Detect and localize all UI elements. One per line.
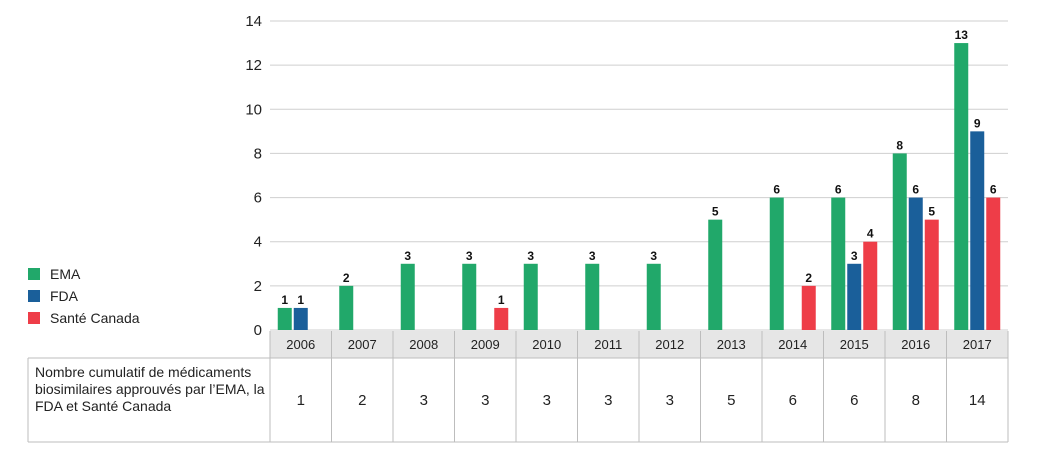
- x-tick-label: 2013: [717, 337, 746, 352]
- data-label: 3: [650, 249, 657, 263]
- bar-fda-2015: [847, 263, 862, 330]
- legend: EMA FDA Santé Canada: [28, 263, 140, 329]
- x-tick-label: 2012: [655, 337, 684, 352]
- data-label: 4: [867, 227, 874, 241]
- legend-label-ema: EMA: [50, 266, 81, 282]
- bar-ema-2015: [831, 197, 846, 330]
- cumulative-value-2014: 6: [788, 391, 797, 409]
- x-tick-label: 2009: [471, 337, 500, 352]
- y-tick-label: 0: [254, 322, 262, 339]
- data-label: 3: [589, 249, 596, 263]
- bar-ema-2011: [585, 263, 600, 330]
- cumulative-value-2016: 8: [911, 391, 920, 409]
- grid: [270, 20, 1008, 331]
- y-tick-label: 14: [245, 13, 262, 30]
- bar-sant-canada-2009: [494, 307, 509, 330]
- legend-item-sante-canada: Santé Canada: [28, 307, 140, 329]
- cumulative-value-2015: 6: [850, 391, 859, 409]
- legend-item-ema: EMA: [28, 263, 140, 285]
- bars: [277, 43, 1001, 330]
- x-tick-label: 2011: [594, 337, 622, 352]
- bar-ema-2008: [400, 263, 415, 330]
- y-tick-label: 10: [245, 101, 262, 118]
- data-label: 1: [281, 293, 288, 307]
- cumulative-value-2009: 3: [481, 391, 490, 409]
- data-label: 1: [297, 293, 304, 307]
- bar-ema-2012: [646, 263, 661, 330]
- legend-label-fda: FDA: [50, 288, 78, 304]
- legend-swatch-sante-canada: [28, 312, 40, 324]
- y-tick-label: 12: [245, 57, 262, 74]
- cumulative-value-2007: 2: [358, 391, 367, 409]
- bar-ema-2016: [892, 153, 907, 330]
- data-label: 2: [805, 271, 812, 285]
- bar-sant-canada-2015: [863, 241, 878, 330]
- data-label: 5: [928, 205, 935, 219]
- cumulative-value-2012: 3: [665, 391, 674, 409]
- cumulative-value-2013: 5: [727, 391, 736, 409]
- bar-sant-canada-2016: [924, 219, 939, 330]
- data-label: 6: [773, 183, 780, 197]
- data-label: 6: [835, 183, 842, 197]
- y-axis: 0 2 4 6 8 10 12 14: [245, 13, 262, 339]
- x-tick-label: 2015: [840, 337, 869, 352]
- y-tick-label: 4: [254, 234, 262, 251]
- data-label: 6: [990, 183, 997, 197]
- x-tick-label: 2016: [901, 337, 930, 352]
- x-tick-label: 2017: [963, 337, 992, 352]
- cumulative-value-2017: 14: [968, 391, 986, 409]
- bar-ema-2009: [462, 263, 477, 330]
- x-tick-label: 2010: [532, 337, 561, 352]
- bar-sant-canada-2017: [986, 197, 1001, 330]
- bar-ema-2013: [708, 219, 723, 330]
- bar-ema-2010: [523, 263, 538, 330]
- data-label: 8: [896, 138, 903, 152]
- data-label: 6: [912, 183, 919, 197]
- bar-sant-canada-2014: [801, 285, 816, 330]
- data-label: 3: [404, 249, 411, 263]
- cumulative-table: [27, 331, 1009, 443]
- y-tick-label: 8: [254, 145, 262, 162]
- data-label: 3: [527, 249, 534, 263]
- data-label: 3: [851, 249, 858, 263]
- cumulative-value-2008: 3: [419, 391, 428, 409]
- cumulative-value-2010: 3: [542, 391, 551, 409]
- x-tick-label: 2006: [286, 337, 315, 352]
- cumulative-value-2006: 1: [296, 391, 305, 409]
- data-label: 13: [955, 28, 969, 42]
- bar-fda-2016: [908, 197, 923, 330]
- data-label: 3: [466, 249, 473, 263]
- x-tick-label: 2007: [348, 337, 377, 352]
- data-label: 1: [498, 293, 505, 307]
- legend-label-sante-canada: Santé Canada: [50, 310, 140, 326]
- legend-item-fda: FDA: [28, 285, 140, 307]
- x-tick-label: 2014: [778, 337, 807, 352]
- bar-fda-2017: [970, 131, 985, 330]
- legend-swatch-fda: [28, 290, 40, 302]
- data-label: 9: [974, 116, 981, 130]
- data-label: 5: [712, 205, 719, 219]
- table-row-label: Nombre cumulatif de médicaments biosimil…: [35, 364, 265, 414]
- legend-swatch-ema: [28, 268, 40, 280]
- bar-ema-2006: [277, 307, 292, 330]
- cumulative-value-2011: 3: [604, 391, 613, 409]
- bar-fda-2006: [293, 307, 308, 330]
- data-label: 2: [343, 271, 350, 285]
- bar-ema-2017: [954, 43, 969, 330]
- y-tick-label: 2: [254, 278, 262, 295]
- x-tick-label: 2008: [409, 337, 438, 352]
- bar-ema-2007: [339, 285, 354, 330]
- y-tick-label: 6: [254, 190, 262, 207]
- bar-ema-2014: [769, 197, 784, 330]
